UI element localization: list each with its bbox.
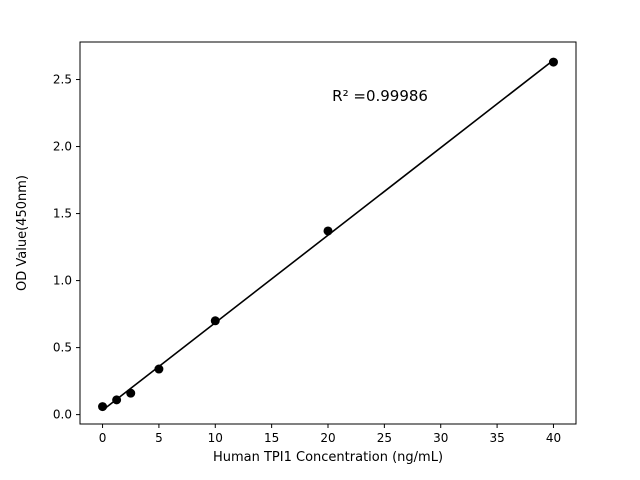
data-point <box>112 395 122 405</box>
data-point <box>210 316 220 326</box>
x-tick-label: 25 <box>377 431 392 445</box>
x-tick-label: 30 <box>433 431 448 445</box>
x-tick-label: 0 <box>99 431 107 445</box>
x-tick-label: 5 <box>155 431 163 445</box>
y-tick-label: 2.5 <box>53 73 72 87</box>
y-tick-label: 2.0 <box>53 140 72 154</box>
x-tick-label: 40 <box>546 431 561 445</box>
y-tick-label: 0.0 <box>53 408 72 422</box>
data-point <box>323 226 333 236</box>
data-point <box>154 364 164 374</box>
x-tick-label: 35 <box>489 431 504 445</box>
x-tick-label: 15 <box>264 431 279 445</box>
x-axis-label: Human TPI1 Concentration (ng/mL) <box>213 450 443 465</box>
y-tick-label: 0.5 <box>53 341 72 355</box>
data-point <box>98 402 108 412</box>
y-tick-label: 1.5 <box>53 207 72 221</box>
data-point <box>548 57 558 67</box>
x-tick-label: 10 <box>208 431 223 445</box>
x-tick-label: 20 <box>320 431 335 445</box>
r-squared-annotation: R² =0.99986 <box>332 87 428 105</box>
data-point <box>126 388 136 398</box>
y-axis-label: OD Value(450nm) <box>15 175 30 291</box>
y-tick-label: 1.0 <box>53 274 72 288</box>
